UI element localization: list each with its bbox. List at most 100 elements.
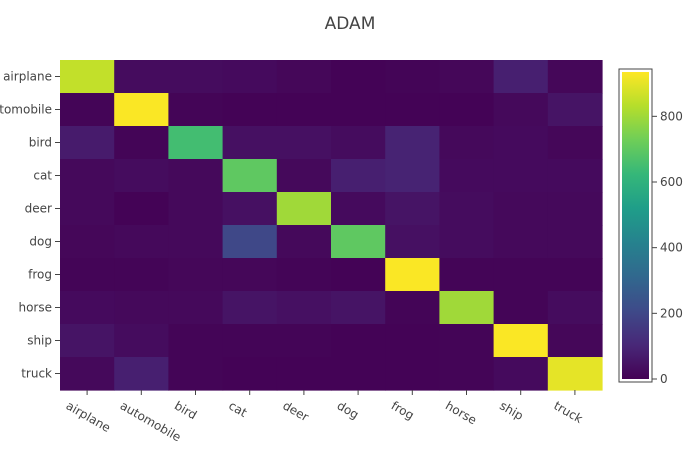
colorbar: 0 200 400 600 800 [618,68,683,386]
y-tick-label: truck [21,367,52,381]
heatmap-cell-ship-ship [493,324,549,358]
heatmap-cell-cat-frog [385,159,440,193]
heatmap-cell-dog-frog [385,225,440,259]
heatmap-cell-horse-bird [168,291,224,325]
heatmap-cell-cat-truck [547,159,603,193]
x-tick-label: bird [172,398,199,422]
heatmap-cell-cat-automobile [114,159,169,193]
heatmap-cell-automobile-ship [493,93,549,127]
heatmap-cell-deer-cat [222,192,278,226]
heatmap-cell-bird-bird [168,126,224,160]
heatmap-cell-airplane-airplane [60,60,115,94]
heatmap-cell-deer-horse [439,192,495,226]
heatmap-cell-truck-deer [276,357,332,391]
heatmap-cells [60,60,603,391]
colorbar-tick-label: 0 [660,372,668,386]
heatmap-cell-truck-bird [168,357,224,391]
x-tick-label: airplane [64,398,113,435]
heatmap-cell-deer-automobile [114,192,169,226]
colorbar-tick-label: 600 [660,175,683,189]
heatmap-cell-dog-deer [276,225,332,259]
heatmap-cell-airplane-frog [385,60,440,94]
heatmap-cell-ship-airplane [60,324,115,358]
heatmap-cell-truck-frog [385,357,440,391]
heatmap-cell-bird-dog [331,126,386,160]
heatmap-cell-cat-airplane [60,159,115,193]
heatmap-cell-frog-cat [222,258,278,292]
heatmap-cell-ship-bird [168,324,224,358]
heatmap-cell-truck-ship [493,357,549,391]
heatmap-cell-frog-bird [168,258,224,292]
heatmap-cell-ship-cat [222,324,278,358]
heatmap-cell-automobile-horse [439,93,495,127]
heatmap-cell-automobile-automobile [114,93,169,127]
heatmap-cell-frog-dog [331,258,386,292]
heatmap-cell-dog-cat [222,225,278,259]
heatmap-cell-deer-airplane [60,192,115,226]
heatmap-cell-horse-frog [385,291,440,325]
heatmap-cell-bird-truck [547,126,603,160]
heatmap-cell-airplane-truck [547,60,603,94]
heatmap-cell-truck-cat [222,357,278,391]
heatmap-cell-truck-dog [331,357,386,391]
heatmap-cell-bird-frog [385,126,440,160]
colorbar-gradient [622,72,649,379]
y-tick-label: horse [18,301,52,315]
heatmap-cell-ship-truck [547,324,603,358]
heatmap-cell-automobile-cat [222,93,278,127]
heatmap-cell-automobile-airplane [60,93,115,127]
heatmap-cell-horse-ship [493,291,549,325]
heatmap-cell-automobile-truck [547,93,603,127]
heatmap-cell-dog-truck [547,225,603,259]
heatmap-cell-cat-dog [331,159,386,193]
heatmap-cell-truck-horse [439,357,495,391]
heatmap-cell-truck-airplane [60,357,115,391]
heatmap-cell-bird-automobile [114,126,169,160]
heatmap-cell-dog-automobile [114,225,169,259]
heatmap-cell-dog-dog [331,225,386,259]
y-tick-label: deer [25,202,52,216]
heatmap-cell-dog-airplane [60,225,115,259]
x-tick-label: cat [226,398,249,420]
heatmap-cell-frog-horse [439,258,495,292]
heatmap-cell-bird-ship [493,126,549,160]
x-tick-label: ship [497,398,525,423]
heatmap-cell-ship-automobile [114,324,169,358]
heatmap-cell-horse-airplane [60,291,115,325]
x-tick-label: deer [280,398,311,424]
heatmap-cell-bird-deer [276,126,332,160]
heatmap-cell-ship-horse [439,324,495,358]
heatmap-cell-ship-deer [276,324,332,358]
heatmap-cell-ship-dog [331,324,386,358]
heatmap-cell-frog-truck [547,258,603,292]
heatmap-cell-deer-ship [493,192,549,226]
heatmap-cell-automobile-bird [168,93,224,127]
heatmap-cell-dog-horse [439,225,495,259]
heatmap-cell-frog-airplane [60,258,115,292]
heatmap-cell-automobile-deer [276,93,332,127]
heatmap-cell-horse-horse [439,291,495,325]
heatmap-cell-deer-frog [385,192,440,226]
heatmap-cell-dog-ship [493,225,549,259]
heatmap-cell-cat-deer [276,159,332,193]
heatmap-cell-horse-truck [547,291,603,325]
heatmap-cell-deer-bird [168,192,224,226]
y-tick-label: bird [29,136,52,150]
y-axis-ticks: airplane automobile bird cat deer dog frog hors… [0,70,60,381]
heatmap-cell-bird-airplane [60,126,115,160]
y-tick-label: frog [28,268,52,282]
heatmap-cell-cat-bird [168,159,224,193]
heatmap-cell-deer-truck [547,192,603,226]
heatmap-cell-bird-cat [222,126,278,160]
colorbar-tick-label: 400 [660,241,683,255]
heatmap-cell-truck-automobile [114,357,169,391]
heatmap-cell-cat-ship [493,159,549,193]
heatmap-cell-airplane-horse [439,60,495,94]
y-tick-label: automobile [0,103,52,117]
heatmap-cell-horse-automobile [114,291,169,325]
heatmap-cell-horse-cat [222,291,278,325]
heatmap-cell-airplane-automobile [114,60,169,94]
x-tick-label: dog [335,398,362,421]
heatmap-cell-airplane-deer [276,60,332,94]
